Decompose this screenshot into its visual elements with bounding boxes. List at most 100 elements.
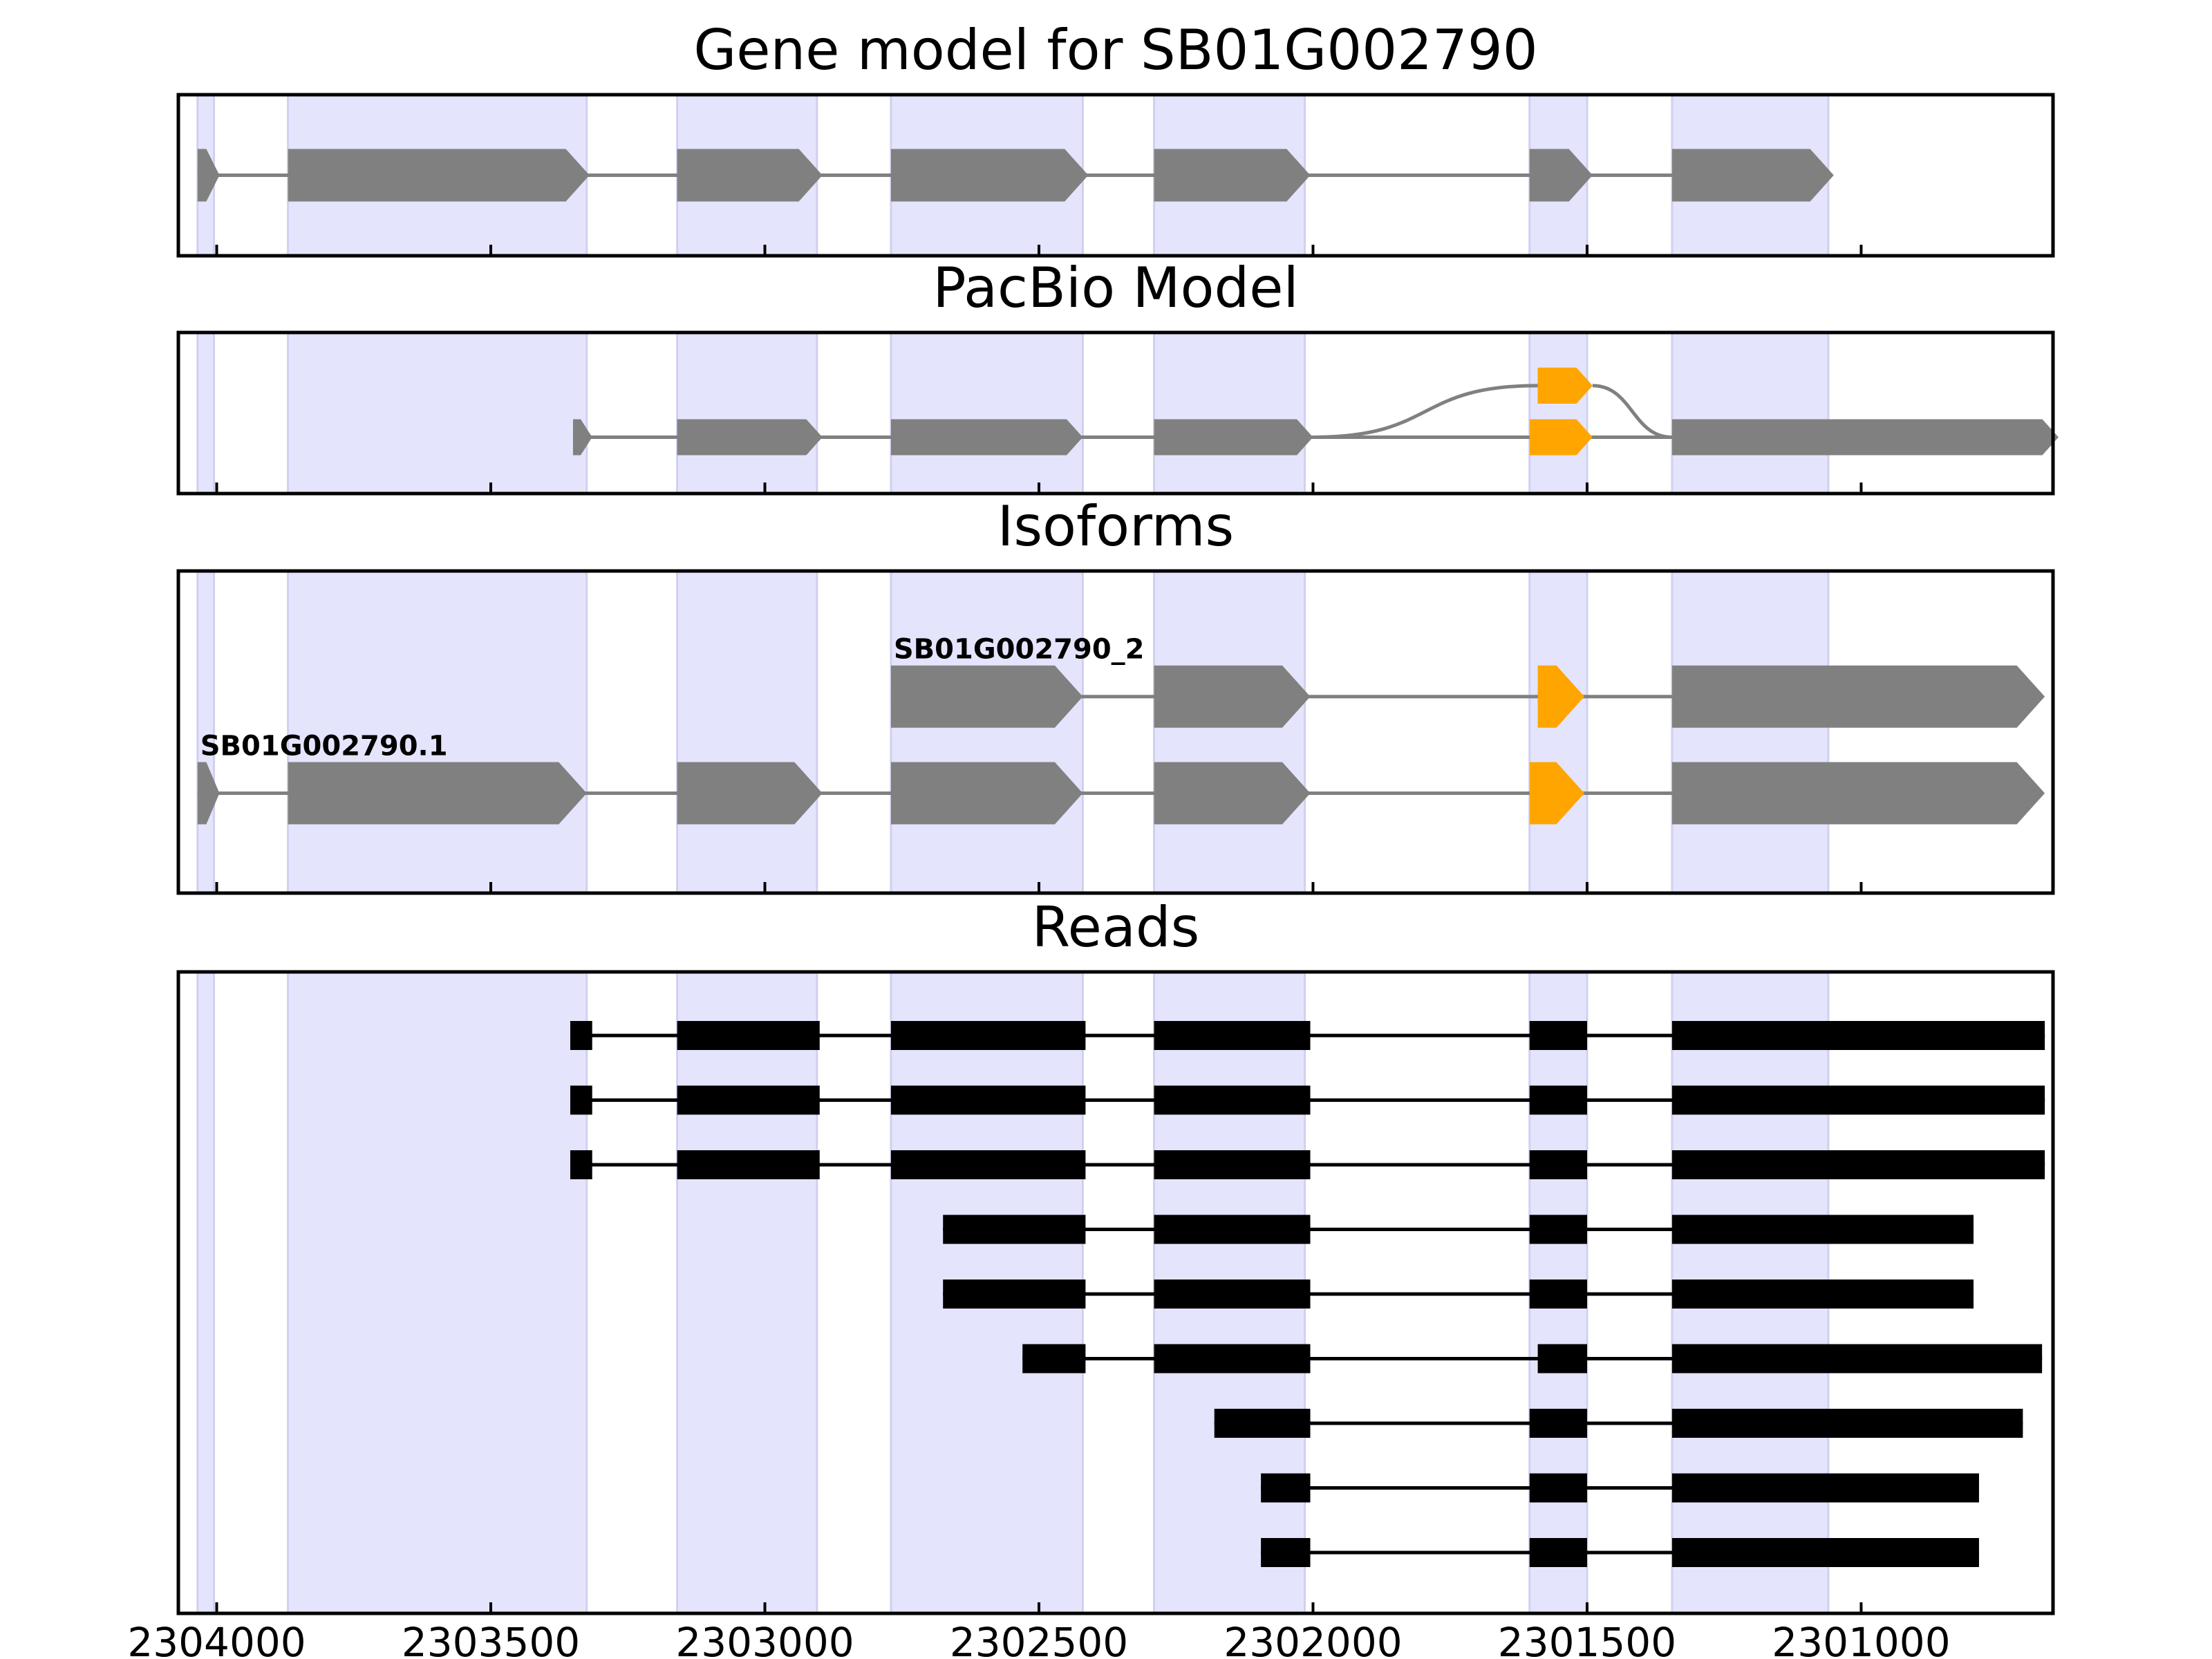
read-block [890,1021,1086,1050]
panel-frame [176,330,2055,496]
read-row [1261,1473,1979,1503]
exon-shade-region [1671,331,1830,495]
x-tick-label: 2301500 [1498,1619,1676,1659]
panel-frame [176,970,2055,1615]
exon-shade-region [196,331,216,495]
panel-title: Reads [1032,895,1200,959]
exon [197,762,220,825]
read-block [1154,1150,1311,1179]
panel-4: Reads [176,895,2055,1615]
exon [890,149,1089,202]
exon [1154,762,1311,825]
exon [1671,149,1834,202]
read-block [1154,1021,1311,1050]
alt-exon [1529,762,1584,825]
read-block [1671,1215,1974,1244]
read-row [1261,1538,1979,1567]
read-row [570,1150,2045,1179]
read-row [943,1215,1974,1244]
x-tick-label: 2302500 [950,1619,1128,1659]
read-block [1671,1538,1979,1567]
exon-shade-region [196,971,216,1615]
exon-shade-region [1528,331,1588,495]
panel-title: Gene model for SB01G002790 [693,18,1537,82]
transcript-track [197,149,1834,202]
exon [890,419,1083,456]
read-block [1671,1150,2045,1179]
read-block [1529,1538,1587,1567]
read-row [570,1021,2045,1050]
transcript-track: SB01G002790.1 [197,731,2045,825]
read-block [570,1085,592,1115]
read-block [570,1150,592,1179]
read-block [890,1085,1086,1115]
read-block [1537,1344,1587,1374]
read-block [1671,1021,2045,1050]
exon [1671,419,2059,456]
exon-shade-region [1153,331,1306,495]
panel-title: Isoforms [997,494,1234,559]
read-row [570,1085,2045,1115]
read-block [1529,1215,1587,1244]
exon [1671,762,2045,825]
read-block [1529,1280,1587,1309]
exon [288,149,590,202]
alt-exon [1529,419,1593,456]
read-block [677,1021,820,1050]
read-block [1671,1280,1974,1309]
x-tick-label: 2301000 [1772,1619,1950,1659]
read-row [943,1280,1974,1309]
read-row [1214,1409,2023,1438]
exon [1529,149,1593,202]
isoform-label: SB01G002790_2 [894,634,1145,666]
read-block [1261,1538,1311,1567]
read-block [1022,1344,1086,1374]
exon-shade-region [890,331,1084,495]
read-block [1671,1473,1979,1503]
panel-2: PacBio Model [176,256,2059,496]
alt-splice-curve [1592,384,1672,439]
isoform-label: SB01G002790.1 [200,731,448,762]
exon-shade-region [1153,570,1306,894]
read-block [677,1150,820,1179]
read-block [1671,1409,2023,1438]
exon [1154,149,1311,202]
exon [572,419,592,456]
exon [677,149,823,202]
alt-exon [1537,665,1584,728]
exon [288,762,587,825]
read-block [1671,1085,2045,1115]
exon [1671,665,2045,728]
read-block [1529,1409,1587,1438]
read-block [943,1215,1086,1244]
read-block [1154,1280,1311,1309]
transcript-track [572,419,2059,456]
panel-3: Isoforms SB01G002790_2 SB01G002790.1 [176,494,2055,895]
exon [677,419,823,456]
read-block [1529,1150,1587,1179]
exon [890,665,1083,728]
exon-shade-region [1671,570,1830,894]
exon-shade-region [287,570,588,894]
exon-shade-region [287,331,588,495]
exon-shade-region [676,570,818,894]
alt-exon [1537,367,1593,404]
read-block [1671,1344,2043,1374]
exon-shade-region [1528,570,1588,894]
x-tick-label: 2303500 [402,1619,580,1659]
exon [1154,419,1313,456]
exon-shade-region [676,971,818,1615]
exon [890,762,1083,825]
read-block [1154,1344,1311,1374]
x-tick-label: 2303000 [675,1619,854,1659]
exon [197,149,220,202]
exon-shade-region [676,331,818,495]
read-block [1154,1085,1311,1115]
read-block [1261,1473,1311,1503]
x-tick-label: 2302000 [1224,1619,1402,1659]
read-row [1022,1344,2043,1374]
exon [1154,665,1311,728]
read-block [570,1021,592,1050]
transcript-track: SB01G002790_2 [890,634,2045,728]
